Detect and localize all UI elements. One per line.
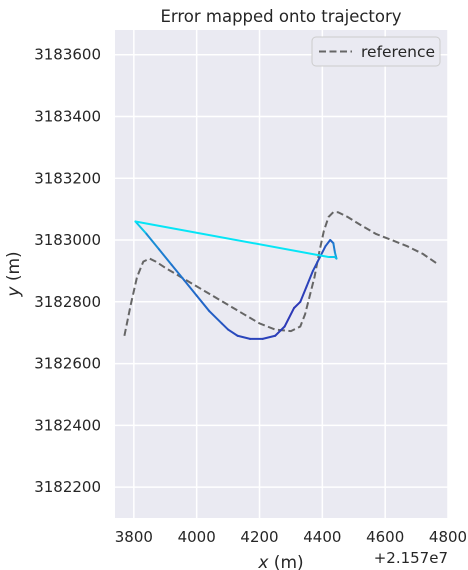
x-offset-label: +2.157e7 xyxy=(374,549,448,567)
y-tick-label: 3183600 xyxy=(34,46,101,64)
x-tick-label: 4600 xyxy=(366,528,404,546)
y-tick-label: 3182800 xyxy=(34,293,101,311)
x-tick-label: 4000 xyxy=(178,528,216,546)
y-tick-label: 3183400 xyxy=(34,107,101,125)
x-ticks: 3800 4000 4200 4400 4600 4800 xyxy=(115,528,467,546)
x-tick-label: 4800 xyxy=(429,528,467,546)
y-tick-label: 3183000 xyxy=(34,231,101,249)
y-tick-label: 3182400 xyxy=(34,416,101,434)
x-axis-label: x (m) xyxy=(257,553,303,570)
y-ticks: 3182200 3182400 3182600 3182800 3183000 31832… xyxy=(34,46,101,496)
chart-title: Error mapped onto trajectory xyxy=(160,7,401,26)
x-tick-label: 4400 xyxy=(303,528,341,546)
x-tick-label: 4200 xyxy=(240,528,278,546)
legend-label-reference: reference xyxy=(361,43,435,61)
plot-area xyxy=(115,30,448,518)
y-tick-label: 3182600 xyxy=(34,355,101,373)
legend: reference xyxy=(312,37,440,66)
y-axis-label: y (m) xyxy=(4,251,24,297)
y-tick-label: 3182200 xyxy=(34,478,101,496)
y-axis-unit: (m) xyxy=(4,251,24,286)
x-tick-label: 3800 xyxy=(115,528,153,546)
x-axis-unit: (m) xyxy=(268,553,303,570)
y-tick-label: 3183200 xyxy=(34,169,101,187)
